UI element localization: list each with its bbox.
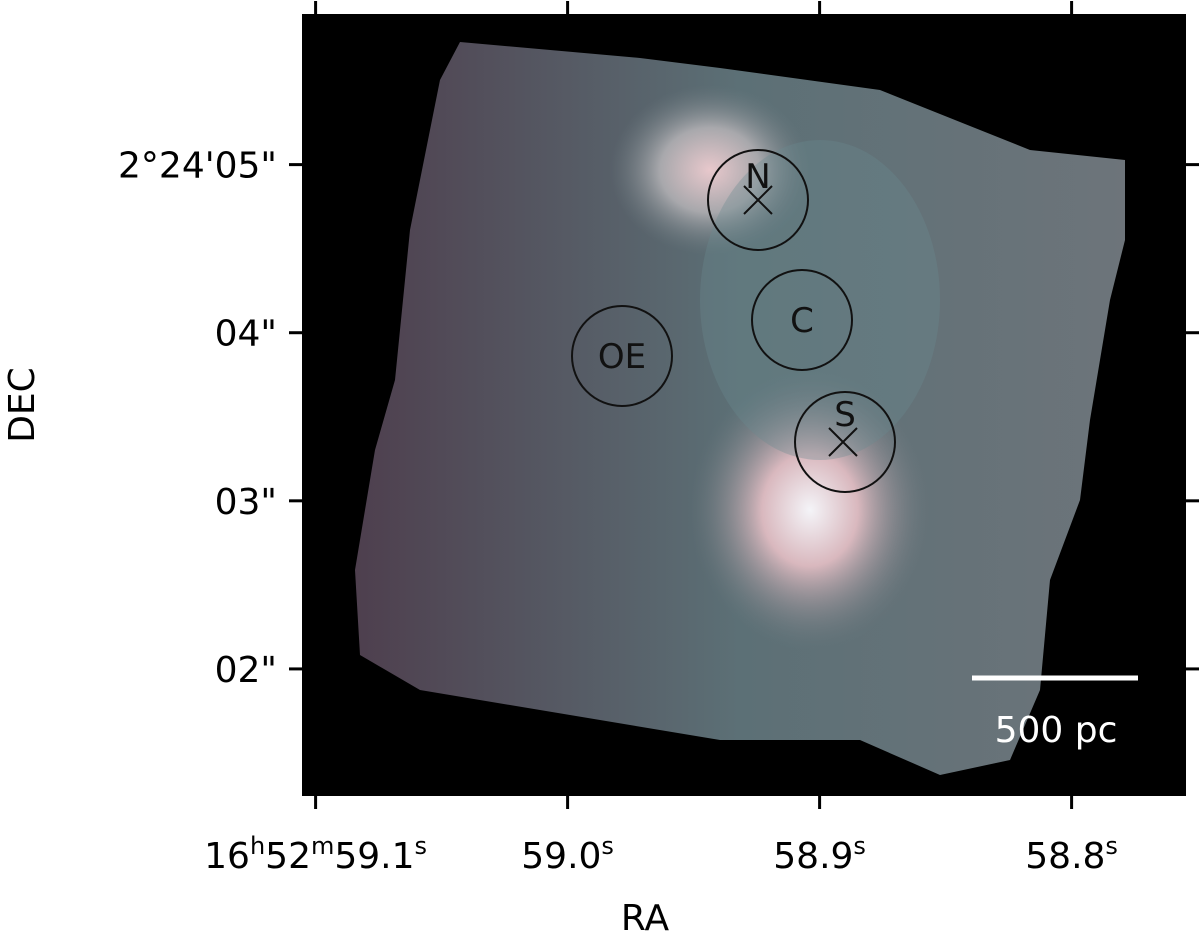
x-tick-label: 58.9s (773, 832, 866, 877)
x-tick-label: 59.0s (521, 832, 614, 877)
y-axis-label: DEC (2, 367, 43, 443)
x-tick-label: 58.8s (1025, 832, 1118, 877)
y-tick-label: 04" (215, 314, 277, 355)
region-label: N (745, 157, 770, 197)
region-label: S (834, 395, 856, 435)
sky-image (303, 15, 1185, 795)
x-tick-label: 16h52m59.1s (204, 832, 427, 877)
y-tick-label: 03" (215, 482, 277, 523)
x-axis-label: RA (621, 898, 670, 939)
annotations (571, 149, 896, 493)
region-label: C (790, 301, 814, 341)
frame (302, 14, 1186, 796)
y-tick-label: 02" (215, 650, 277, 691)
y-tick-label: 2°24'05" (118, 146, 277, 187)
region-label: OE (598, 337, 646, 377)
scale-bar-label: 500 pc (995, 710, 1118, 751)
